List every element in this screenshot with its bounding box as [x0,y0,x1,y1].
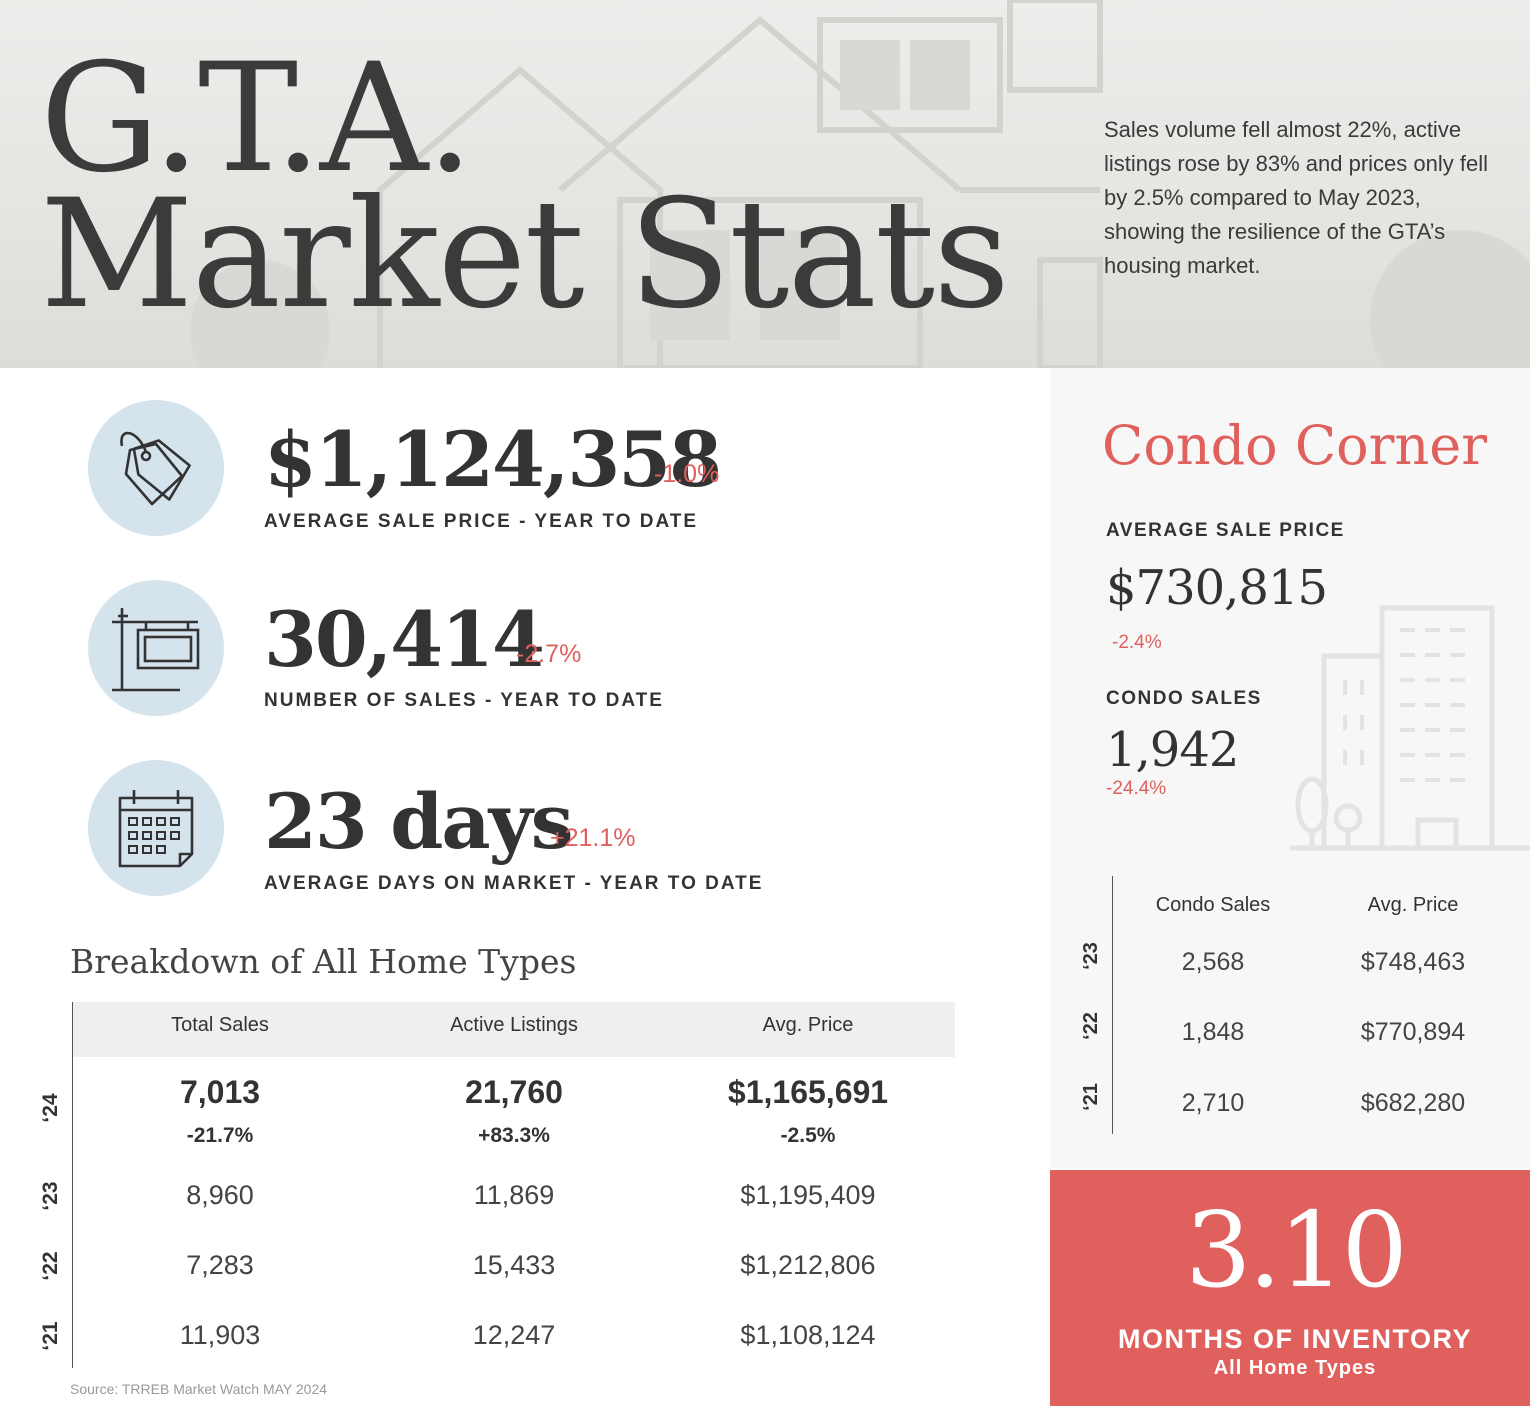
year-label: ‘22 [1080,1012,1102,1040]
current-active-listings: 21,760 [465,1074,563,1110]
year-label: ‘21 [39,1321,62,1351]
kpi-label: NUMBER OF SALES - YEAR TO DATE [264,690,664,711]
house-background-illustration [190,0,1530,368]
inventory-sublabel: All Home Types [1213,1357,1377,1379]
breakdown-header-row [73,1002,955,1057]
months-of-inventory-box: 3.10 MONTHS OF INVENTORY [1050,1170,1530,1406]
column-header-condo-sales: Condo Sales [1155,894,1271,916]
table-cell: 15,433 [472,1250,556,1280]
header-banner: G.T.A. Market Stats Sales volume fell al… [0,0,1530,368]
column-header-avg-price: Avg. Price [762,1014,854,1036]
column-header-total-sales: Total Sales [171,1014,269,1036]
condo-sales-value: 1,942 [1106,722,1239,778]
inventory-label: MONTHS OF INVENTORY [1117,1324,1473,1354]
for-sale-sign-icon [112,608,200,692]
condo-corner-title: Condo Corner [1102,414,1488,477]
condo-sales-change: -24.4% [1106,778,1167,799]
table-cell: 12,247 [472,1320,556,1350]
table-cell: 1,848 [1181,1018,1245,1046]
icon-circle [88,580,224,716]
year-label: ‘21 [1080,1083,1102,1111]
icon-circle [88,400,224,536]
column-header-condo-avg-price: Avg. Price [1367,894,1459,916]
table-cell: $770,894 [1360,1018,1466,1046]
kpi-value: $1,124,358 [264,415,722,504]
price-tag-icon [120,431,191,506]
table-cell: 11,869 [473,1180,555,1210]
condo-sales-label: CONDO SALES [1106,688,1262,709]
table-cell: $1,195,409 [740,1180,876,1210]
condo-price-change: -2.4% [1112,632,1162,653]
table-cell: 8,960 [186,1180,254,1210]
kpi-change: -1.0% [654,460,720,488]
kpi-change: +21.1% [550,824,636,852]
year-label-2024: ‘24 [39,1093,62,1123]
current-total-sales-change: -21.7% [186,1124,254,1147]
table-cell: $1,108,124 [740,1320,876,1350]
table-cell: $748,463 [1360,948,1466,976]
icon-circle [88,760,224,896]
table-cell: 2,568 [1181,948,1245,976]
kpi-value: 23 days [264,777,574,866]
year-label: ‘23 [39,1181,62,1211]
calendar-icon [118,790,194,868]
intro-summary: Sales volume fell almost 22%, active lis… [1104,117,1488,278]
table-cell: 2,710 [1181,1089,1245,1117]
kpi-value: 30,414 [264,595,545,684]
column-header-active-listings: Active Listings [450,1014,578,1036]
inventory-value: 3.10 [1185,1189,1408,1311]
condo-corner-panel [1050,368,1530,1168]
year-label: ‘23 [1080,942,1102,970]
condo-price-value: $730,815 [1106,560,1328,616]
table-cell: 7,283 [186,1250,254,1280]
current-avg-price-change: -2.5% [780,1124,836,1147]
table-cell: 11,903 [179,1320,261,1350]
table-cell: $682,280 [1360,1089,1466,1117]
current-active-listings-change: +83.3% [478,1124,550,1147]
kpi-change: -2.7% [516,640,582,668]
kpi-label: AVERAGE DAYS ON MARKET - YEAR TO DATE [264,873,764,894]
condo-table-divider [1112,876,1113,1134]
year-label: ‘22 [39,1251,62,1281]
current-total-sales: 7,013 [179,1074,261,1110]
breakdown-divider [72,1002,73,1368]
condo-price-label: AVERAGE SALE PRICE [1106,520,1345,541]
table-cell: $1,212,806 [740,1250,876,1280]
source-note: Source: TRREB Market Watch MAY 2024 [70,1381,328,1397]
condo-building-icon [1290,605,1530,851]
page-title-line-2: Market Stats [40,168,1010,342]
kpi-label: AVERAGE SALE PRICE - YEAR TO DATE [264,511,699,532]
page-title-line-1: G.T.A. [40,32,474,206]
breakdown-title: Breakdown of All Home Types [70,942,577,981]
current-avg-price: $1,165,691 [727,1074,889,1110]
